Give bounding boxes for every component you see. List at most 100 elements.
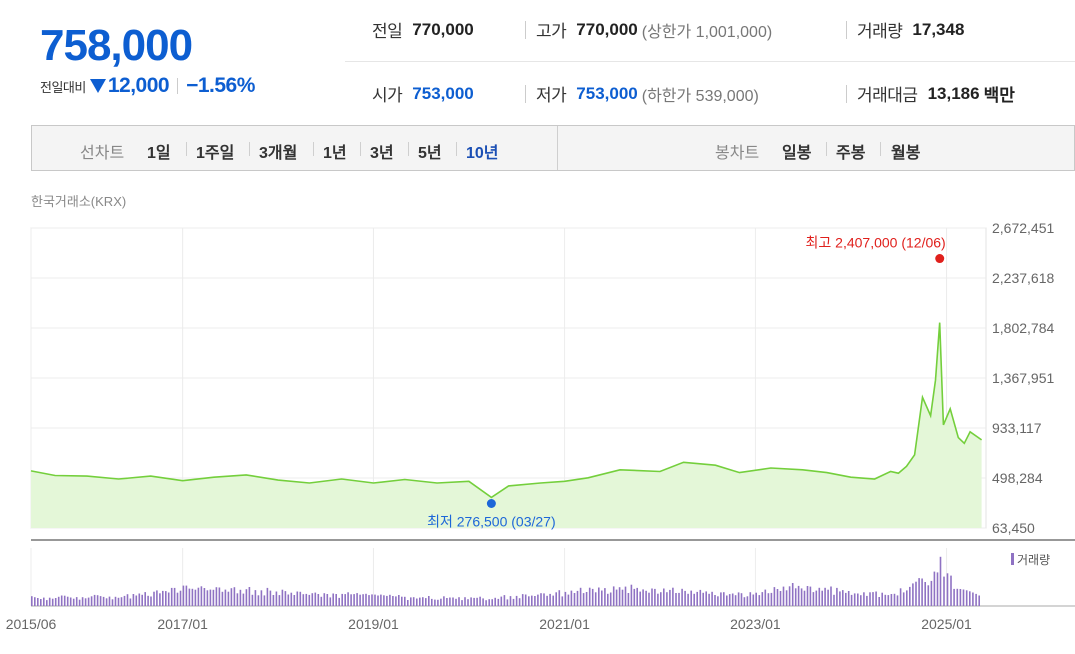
stat-label: 거래대금 [857,86,918,105]
volume-bar [257,595,260,606]
volume-bar [878,597,880,606]
volume-bar [869,592,871,606]
volume-bar [503,595,506,606]
exchange-label: 한국거래소(KRX) [31,194,127,209]
stat-label: 전일 [372,22,403,41]
stat-value: 770,000 [576,19,638,39]
volume-bar [165,591,167,606]
divider [826,142,827,156]
x-axis-labels: 2015/06 2017/01 2019/01 2021/01 2023/01 2025/… [6,616,972,632]
volume-bar [601,590,603,606]
volume-bar [389,594,391,606]
stat-label: 시가 [372,86,403,105]
volume-bar [272,595,275,606]
volume-bar [579,587,582,606]
volume-bar [720,592,722,606]
volume-bar [651,588,653,606]
tabbar-divider [557,126,558,170]
volume-bar [428,596,430,606]
y-tick-label: 1,802,784 [992,320,1054,336]
volume-bar [54,598,57,606]
volume-bar [40,599,42,606]
tab-weekly-candle[interactable]: 주봉 [836,145,866,162]
volume-bar [87,597,90,606]
volume-bar [648,592,650,606]
volume-bar [224,589,227,606]
volume-bar [773,587,776,606]
volume-bar [57,596,60,606]
volume-bar [120,597,123,606]
volume-bar [437,599,439,606]
volume-bar [260,590,263,606]
tab-3-years[interactable]: 3년 [370,145,394,162]
volume-bar [509,596,512,606]
volume-bar [711,591,713,606]
stat-value: 753,000 [412,83,474,103]
tab-3-months[interactable]: 3개월 [259,145,298,162]
volume-bar [621,589,624,606]
volume-bar [657,593,659,606]
volume-bar [953,588,955,606]
volume-bar [96,595,99,606]
volume-bar [749,592,752,606]
volume-bar [138,593,141,606]
divider [177,78,179,94]
volume-bar [191,588,194,606]
price-line [30,322,983,499]
change-rate: −1.56% [186,74,255,97]
volume-bar [933,571,936,606]
volume-bar [909,586,911,606]
volume-bar [500,596,503,606]
tab-1-week[interactable]: 1주일 [196,145,235,162]
stats-divider [345,61,1075,62]
volume-bar [675,593,677,606]
volume-bar [69,597,72,606]
tab-5-years[interactable]: 5년 [418,145,442,162]
volume-bar [896,595,899,606]
volume-bar [912,583,914,606]
change-amount: 12,000 [107,74,170,97]
volume-bar [359,594,361,606]
volume-bar [824,587,826,606]
volume-bar [717,596,719,606]
volume-bar [827,589,829,606]
volume-bar [818,587,821,606]
divider [186,142,187,156]
volume-bar [642,589,644,606]
volume-bar [515,595,518,606]
tab-monthly-candle[interactable]: 월봉 [891,145,921,162]
volume-bar [275,591,278,606]
volume-bar [93,594,96,606]
volume-bar [117,597,120,606]
tab-daily-candle[interactable]: 일봉 [782,145,812,162]
volume-bar [830,586,832,606]
volume-bar [930,580,933,606]
volume-bar [690,590,692,606]
volume-bar [153,591,155,606]
volume-bar [528,596,530,606]
volume-bar [440,598,442,606]
volume-bar [962,589,965,606]
tab-10-years[interactable]: 10년 [466,145,499,162]
volume-bar [287,594,290,606]
volume-bar [924,582,926,606]
volume-bar [296,591,299,606]
volume-bar [607,593,609,606]
chart-annotations: 최고 2,407,000 (12/06) 최저 276,500 (03/27) [427,235,946,530]
volume-bar [534,596,536,606]
volume-bar [245,589,248,606]
stat-prev-close: 전일 770,000 [372,17,474,42]
volume-bar [728,594,731,606]
volume-bar [90,596,93,606]
volume-bar [150,596,152,606]
volume-bar [356,593,358,606]
volume-bar [431,598,433,606]
volume-bar [135,595,138,606]
volume-bar [552,595,554,606]
volume-bar [46,600,48,606]
volume-bar [386,595,388,606]
tab-1-year[interactable]: 1년 [323,145,347,162]
tab-1-day[interactable]: 1일 [147,145,171,162]
volume-bar [857,593,859,606]
volume-bar [978,595,980,606]
